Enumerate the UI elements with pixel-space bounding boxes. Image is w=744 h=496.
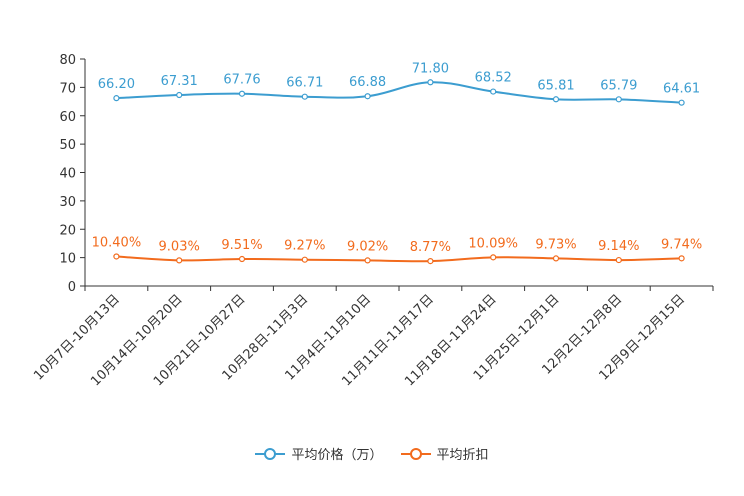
data-label-0-3: 66.71: [286, 76, 323, 91]
data-point-1-6: [490, 254, 497, 261]
legend: 平均价格（万） 平均折扣: [0, 444, 744, 463]
y-tick-label: 0: [68, 280, 76, 295]
data-point-0-9: [678, 99, 685, 106]
data-label-1-5: 8.77%: [410, 240, 451, 255]
series-labels: 66.20 67.31 67.76 66.71 66.88 71.80 68.52 65.81…: [92, 61, 703, 255]
data-point-0-1: [176, 91, 183, 99]
data-label-0-2: 67.76: [223, 73, 260, 88]
data-label-0-6: 68.52: [475, 71, 512, 86]
y-tick-label: 80: [59, 53, 76, 68]
legend-marker-price-icon: [255, 447, 286, 460]
series-line-1: [116, 255, 682, 263]
data-label-1-9: 9.74%: [661, 237, 702, 252]
data-point-1-2: [238, 255, 246, 263]
data-point-0-6: [490, 88, 497, 95]
legend-marker-discount-icon: [400, 447, 431, 460]
data-point-1-9: [678, 255, 685, 262]
y-tick-label: 40: [59, 167, 76, 182]
data-label-1-3: 9.27%: [284, 239, 325, 254]
data-label-0-4: 66.88: [349, 75, 386, 90]
data-point-0-7: [552, 96, 560, 103]
data-label-0-5: 71.80: [412, 61, 449, 76]
data-point-1-3: [301, 256, 308, 263]
series-points: [113, 79, 685, 265]
data-label-1-4: 9.02%: [347, 239, 388, 254]
legend-item-discount[interactable]: 平均折扣: [400, 444, 489, 463]
data-label-0-7: 65.81: [537, 78, 574, 93]
data-label-1-8: 9.14%: [598, 239, 639, 254]
data-label-0-9: 64.61: [663, 82, 700, 97]
data-point-1-8: [615, 256, 622, 264]
data-point-0-5: [427, 79, 434, 86]
data-label-1-7: 9.73%: [535, 237, 576, 252]
data-point-1-7: [552, 255, 560, 262]
y-tick-label: 30: [59, 195, 76, 210]
legend-label-price: 平均价格（万）: [291, 448, 383, 463]
data-point-1-5: [427, 258, 434, 265]
axes: 0102030405060708010月7日-10月13日10月14日-10月2…: [31, 53, 714, 389]
data-point-0-0: [113, 95, 120, 102]
y-tick-label: 10: [59, 252, 76, 267]
y-tick-label: 70: [59, 81, 76, 96]
data-point-1-0: [113, 253, 120, 260]
data-point-1-1: [176, 257, 183, 264]
data-point-0-3: [301, 93, 308, 100]
data-label-1-6: 10.09%: [468, 236, 518, 251]
y-tick-label: 20: [59, 223, 76, 238]
data-label-0-8: 65.79: [600, 78, 637, 93]
y-tick-label: 60: [59, 110, 76, 125]
data-label-0-1: 67.31: [161, 74, 198, 89]
data-label-1-2: 9.51%: [221, 238, 262, 253]
data-point-0-4: [364, 93, 371, 100]
legend-item-price[interactable]: 平均价格（万）: [255, 444, 383, 463]
series-line-0: [116, 81, 682, 104]
data-point-0-8: [615, 96, 622, 103]
data-point-1-4: [364, 257, 371, 264]
legend-label-discount: 平均折扣: [436, 448, 489, 463]
series-lines: [116, 81, 682, 263]
data-label-1-1: 9.03%: [159, 239, 200, 254]
y-tick-label: 50: [59, 138, 76, 153]
data-label-1-0: 10.40%: [92, 235, 142, 250]
data-label-0-0: 66.20: [98, 77, 135, 92]
data-point-0-2: [238, 90, 246, 97]
